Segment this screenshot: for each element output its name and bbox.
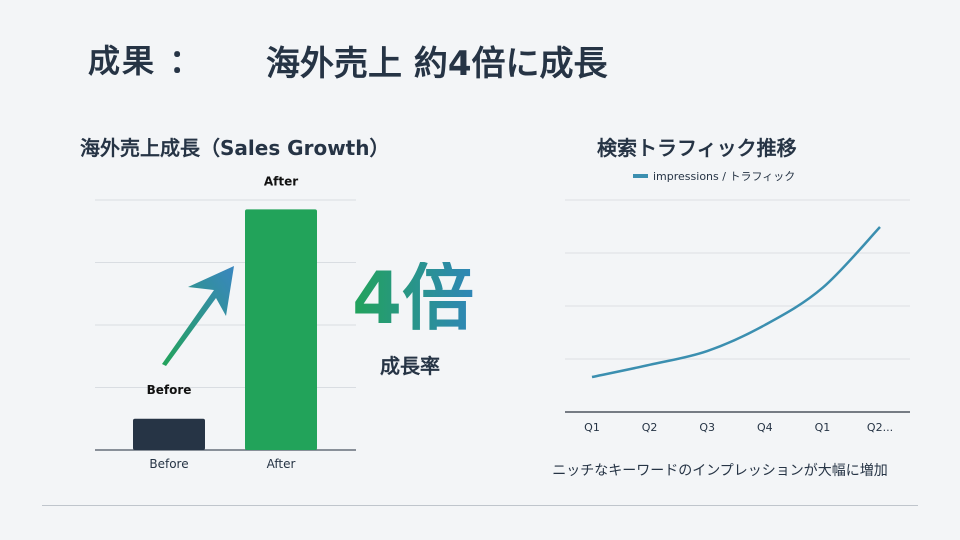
- legend-label: impressions / トラフィック: [653, 170, 795, 183]
- x-tick-label: Q1: [584, 421, 600, 434]
- x-tick-label: Q3: [699, 421, 715, 434]
- bar-chart: Before Before After After: [133, 174, 317, 471]
- line-chart-title: 検索トラフィック推移: [597, 136, 797, 160]
- x-tick-label: Q2: [642, 421, 658, 434]
- line-chart-grid: Q1 Q2 Q3 Q4 Q1 Q2...: [565, 199, 910, 434]
- line-legend: impressions / トラフィック: [633, 170, 795, 183]
- x-tick-label: Before: [149, 457, 188, 471]
- x-tick-label: Q4: [757, 421, 773, 434]
- x-tick-label: Q1: [815, 421, 831, 434]
- legend-swatch: [633, 174, 648, 178]
- footer-divider: [42, 505, 918, 506]
- bar-data-label: After: [264, 174, 298, 188]
- x-tick-label: Q2...: [867, 421, 893, 434]
- x-tick-label: After: [267, 457, 296, 471]
- bar-data-label: Before: [147, 383, 192, 397]
- growth-multiplier: 4倍: [352, 256, 475, 340]
- growth-rate-label: 成長率: [380, 354, 440, 378]
- slide-title: 海外売上 約4倍に成長: [266, 44, 608, 84]
- bar-before: [133, 418, 205, 450]
- bar-chart-title: 海外売上成長（Sales Growth）: [80, 136, 390, 160]
- arrow-up-right-icon: [162, 266, 234, 366]
- line-chart: [591, 226, 881, 379]
- series-line-impressions: [591, 226, 881, 379]
- line-chart-caption: ニッチなキーワードのインプレッションが大幅に増加: [552, 463, 888, 479]
- slide-lead: 成果 ：: [88, 42, 204, 80]
- bar-after: [245, 209, 317, 450]
